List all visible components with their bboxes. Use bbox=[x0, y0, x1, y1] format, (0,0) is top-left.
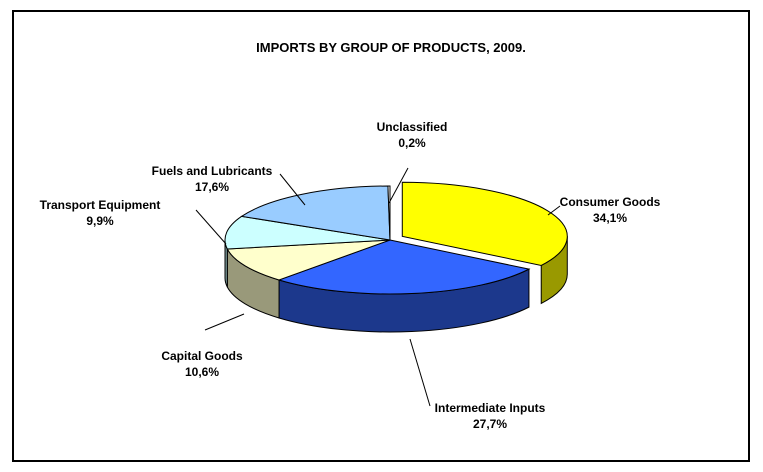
slice-label-name: Fuels and Lubricants bbox=[152, 164, 273, 178]
slice-labels: Consumer Goods 34,1% Intermediate Inputs 27… bbox=[40, 120, 661, 431]
pie-slice-unclassified bbox=[387, 185, 391, 241]
slice-label-value: 9,9% bbox=[86, 214, 114, 228]
slice-label-name: Capital Goods bbox=[161, 349, 243, 363]
slice-label-value: 0,2% bbox=[398, 136, 426, 150]
slice-label-name: Consumer Goods bbox=[560, 195, 661, 209]
pie-slice-capital-goods bbox=[226, 239, 391, 281]
leader-line bbox=[195, 209, 227, 245]
pie-slice-intermediate-inputs bbox=[277, 239, 531, 295]
leader-line bbox=[204, 313, 245, 331]
leader-line bbox=[409, 338, 431, 407]
leader-line bbox=[279, 173, 306, 206]
leader-line bbox=[547, 205, 561, 216]
slice-label-name: Unclassified bbox=[377, 120, 448, 134]
pie-tops bbox=[224, 181, 568, 295]
slice-label-name: Intermediate Inputs bbox=[435, 401, 546, 415]
slice-label-value: 10,6% bbox=[185, 365, 219, 379]
slice-label-value: 34,1% bbox=[593, 211, 627, 225]
slice-label-value: 17,6% bbox=[195, 180, 229, 194]
label-leaders bbox=[195, 167, 561, 407]
pie-slice-consumer-goods bbox=[401, 181, 568, 266]
pie-slice-transport-equipment bbox=[224, 215, 391, 250]
slice-label-value: 27,7% bbox=[473, 417, 507, 431]
leader-line bbox=[388, 167, 409, 204]
slice-label-name: Transport Equipment bbox=[40, 198, 161, 212]
chart-title: IMPORTS BY GROUP OF PRODUCTS, 2009. bbox=[256, 40, 526, 55]
pie-slice-fuels-and-lubricants bbox=[240, 185, 391, 241]
